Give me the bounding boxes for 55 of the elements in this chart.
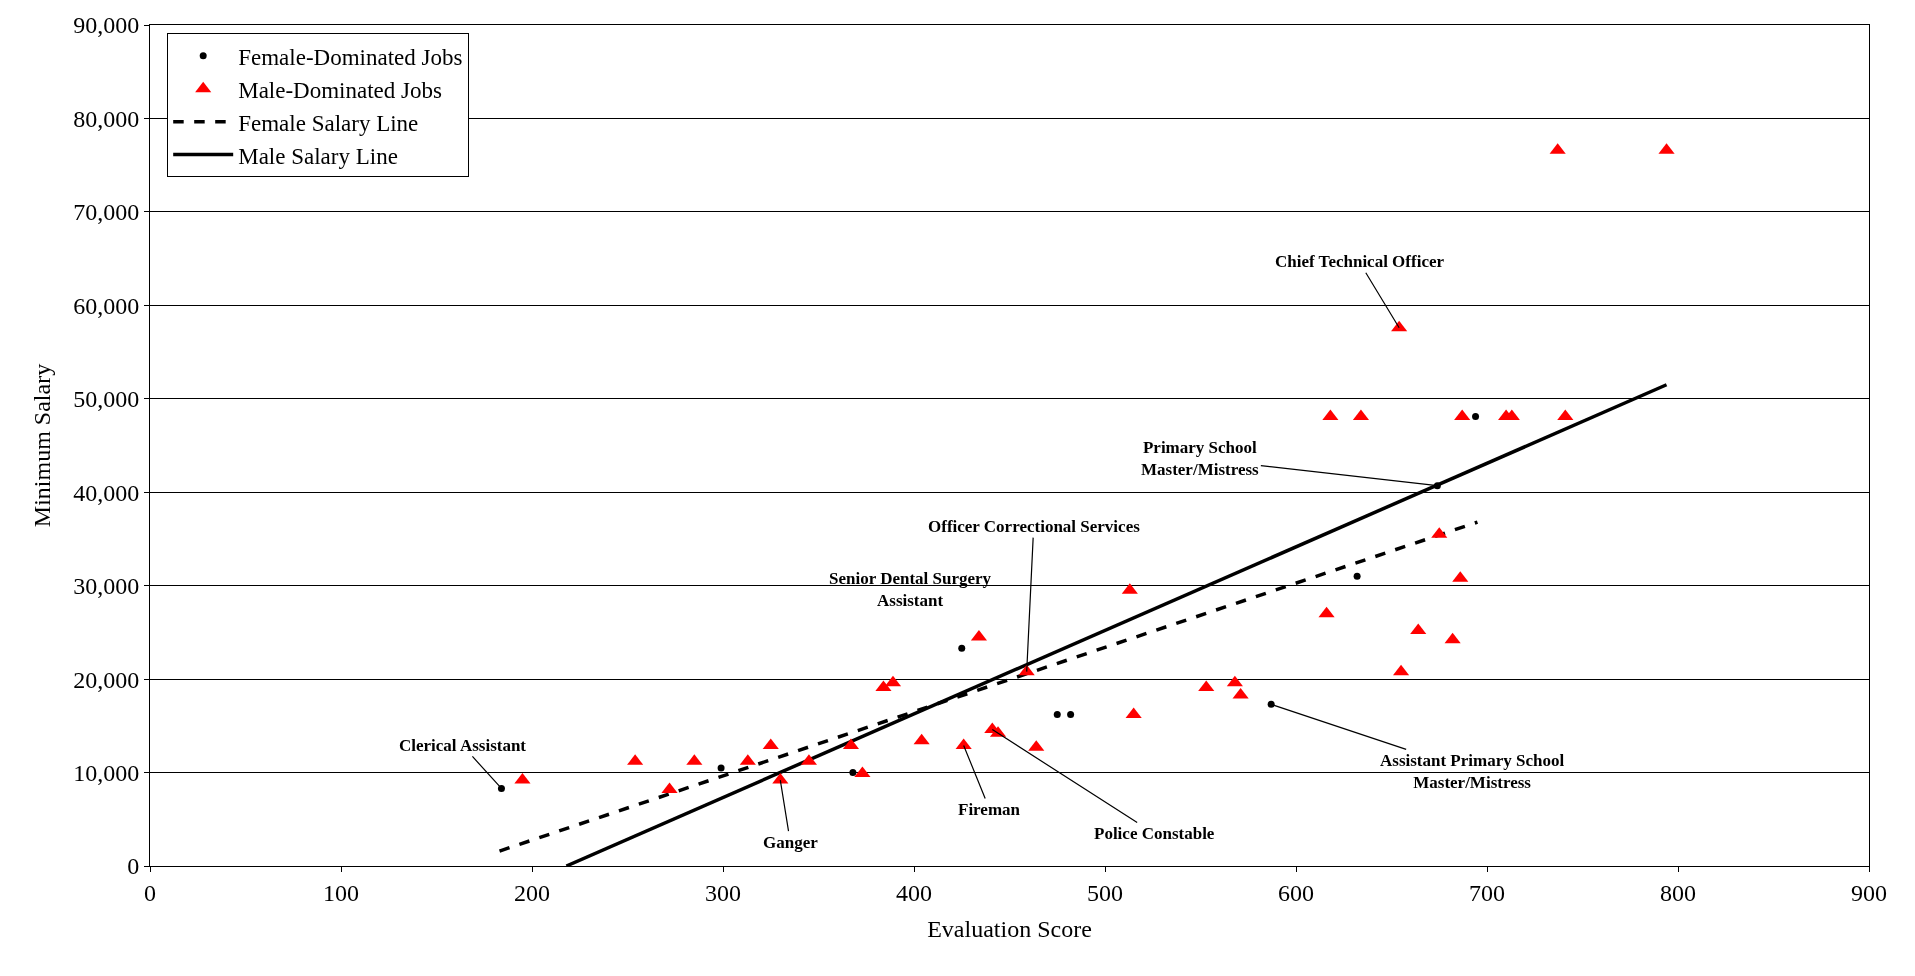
x-axis-title: Evaluation Score — [927, 916, 1092, 943]
y-axis-title: Minimum Salary — [29, 363, 56, 528]
annotation: Police Constable — [1094, 824, 1215, 843]
point — [913, 733, 930, 745]
point — [1226, 675, 1243, 687]
point — [1557, 409, 1574, 421]
point — [1198, 680, 1215, 692]
annotation: Assistant Primary School Master/Mistress — [1380, 751, 1565, 793]
point — [1125, 707, 1142, 719]
annotation: Ganger — [763, 833, 819, 852]
annotation: Senior Dental Surgery Assistant — [829, 569, 992, 611]
y-tick-label: 80,000 — [73, 105, 140, 132]
y-tick-label: 60,000 — [73, 292, 140, 319]
x-tick-label: 200 — [514, 879, 550, 906]
y-tick-label: 0 — [127, 853, 140, 880]
point — [1433, 482, 1441, 490]
y-tick-label: 90,000 — [73, 12, 140, 39]
y-tick-label: 50,000 — [73, 386, 140, 413]
point — [717, 764, 725, 772]
y-tick-label: 30,000 — [73, 573, 140, 600]
annotation: Officer Correctional Services — [928, 517, 1141, 536]
legend-label: Male Salary Line — [238, 143, 398, 169]
point — [849, 769, 857, 777]
annotation: Primary School Master/Mistress — [1141, 438, 1260, 480]
point — [1472, 413, 1480, 421]
x-tick-label: 300 — [705, 879, 741, 906]
point — [958, 644, 966, 652]
legend-label: Female-Dominated Jobs — [238, 44, 463, 70]
y-tick-label: 20,000 — [73, 666, 140, 693]
x-tick-label: 900 — [1851, 879, 1887, 906]
point — [1410, 623, 1427, 635]
point — [1318, 606, 1335, 618]
y-tick-label: 70,000 — [73, 199, 140, 226]
x-tick-label: 600 — [1278, 879, 1314, 906]
point — [1267, 700, 1275, 708]
point — [1353, 572, 1361, 580]
x-tick-label: 800 — [1660, 879, 1696, 906]
annotation: Fireman — [958, 800, 1021, 819]
annotation: Clerical Assistant — [399, 736, 527, 755]
y-tick-label: 10,000 — [73, 759, 140, 786]
annotation: Chief Technical Officer — [1275, 252, 1445, 271]
x-tick-label: 100 — [323, 879, 359, 906]
legend-label: Male-Dominated Jobs — [238, 77, 442, 103]
point — [1444, 632, 1461, 644]
x-tick-label: 500 — [1087, 879, 1123, 906]
point — [1322, 409, 1339, 421]
point — [1053, 711, 1061, 719]
point — [1067, 711, 1075, 719]
point — [875, 680, 892, 692]
point — [497, 784, 505, 792]
x-tick-label: 400 — [896, 879, 932, 906]
x-tick-label: 700 — [1469, 879, 1505, 906]
legend-label: Female Salary Line — [238, 110, 419, 136]
point — [1454, 409, 1471, 421]
y-tick-label: 40,000 — [73, 479, 140, 506]
